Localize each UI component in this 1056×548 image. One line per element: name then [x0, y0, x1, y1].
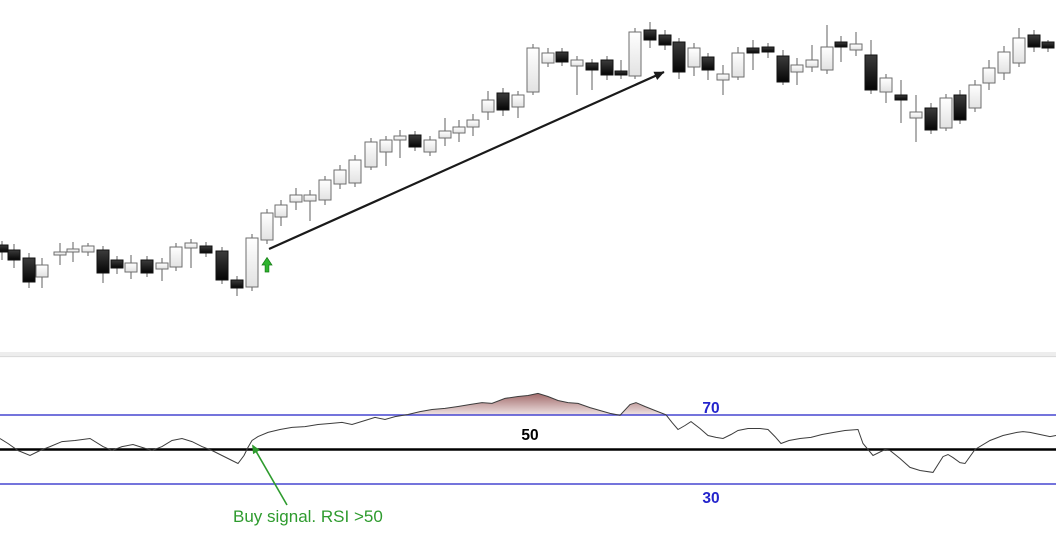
- candle: [776, 50, 790, 85]
- candle: [245, 234, 259, 291]
- rsi-panel: 70 50 30 Buy signal. RSI >50: [0, 392, 1056, 526]
- separator-band: [0, 352, 1056, 357]
- candle: [364, 138, 378, 170]
- overbought-area: [620, 402, 667, 415]
- candle: [124, 255, 138, 279]
- candle: [968, 80, 982, 112]
- candle: [66, 242, 80, 262]
- candle: [761, 43, 775, 58]
- candle: [585, 59, 599, 90]
- candle: [909, 95, 923, 142]
- candle: [820, 25, 834, 74]
- candle: [997, 46, 1011, 80]
- candle: [924, 103, 938, 134]
- candle: [834, 36, 848, 62]
- candle: [274, 200, 288, 226]
- candle: [658, 30, 672, 50]
- candle: [393, 130, 407, 158]
- candle: [53, 243, 67, 265]
- candle: [452, 120, 466, 142]
- candle: [155, 258, 169, 281]
- rsi-overbought-fill: [404, 393, 667, 415]
- candle: [600, 56, 614, 80]
- candle: [110, 256, 124, 274]
- candle: [230, 276, 244, 296]
- candle: [438, 118, 452, 146]
- price-panel: [0, 22, 1055, 296]
- candle: [35, 258, 49, 288]
- candle: [481, 91, 495, 120]
- candle: [555, 48, 569, 66]
- panel-separator: [0, 352, 1056, 358]
- candle: [643, 22, 657, 48]
- rsi-level-70-label: 70: [702, 400, 719, 417]
- candle: [672, 38, 686, 79]
- rsi-level-30-label: 30: [702, 490, 719, 507]
- buy-signal-annotation: Buy signal. RSI >50: [233, 507, 383, 526]
- candle: [746, 40, 760, 70]
- candle: [614, 60, 628, 79]
- candle: [731, 47, 745, 80]
- buy-arrow-icon: [261, 256, 273, 273]
- candle: [701, 53, 715, 80]
- rsi-level-50-label: 50: [521, 427, 538, 444]
- candle: [289, 188, 303, 210]
- candle: [169, 243, 183, 271]
- candle: [260, 209, 274, 244]
- candle: [199, 242, 213, 257]
- candle: [864, 40, 878, 94]
- candle: [570, 56, 584, 95]
- candle: [96, 246, 110, 283]
- candle: [1012, 28, 1026, 67]
- candle: [140, 256, 154, 277]
- rsi-line: [0, 392, 1056, 473]
- trend-arrow: [268, 70, 665, 251]
- candle: [496, 88, 510, 116]
- candle: [318, 176, 332, 205]
- candle: [541, 48, 555, 67]
- candle: [7, 244, 21, 268]
- candle: [408, 131, 422, 151]
- candle: [716, 65, 730, 95]
- candles-group: [0, 22, 1055, 296]
- candle: [22, 253, 36, 288]
- candle: [894, 80, 908, 123]
- candle: [333, 165, 347, 189]
- candle: [790, 58, 804, 85]
- buy-signal-arrow: [252, 444, 288, 506]
- candle: [184, 239, 198, 268]
- candle: [953, 90, 967, 124]
- candle: [348, 155, 362, 187]
- candle: [423, 136, 437, 156]
- candle: [687, 43, 701, 76]
- candle: [849, 32, 863, 56]
- candle: [511, 91, 525, 118]
- candle: [466, 114, 480, 136]
- candle: [879, 74, 893, 103]
- candle: [303, 190, 317, 221]
- candle: [628, 28, 642, 79]
- overbought-area: [404, 393, 619, 415]
- candle: [1041, 40, 1055, 52]
- candle: [0, 241, 9, 260]
- candle: [215, 247, 229, 284]
- candle: [81, 243, 95, 256]
- candle: [526, 44, 540, 95]
- candle: [939, 94, 953, 131]
- candle: [1027, 30, 1041, 52]
- candle: [805, 45, 819, 72]
- candle: [982, 60, 996, 90]
- candle: [379, 136, 393, 166]
